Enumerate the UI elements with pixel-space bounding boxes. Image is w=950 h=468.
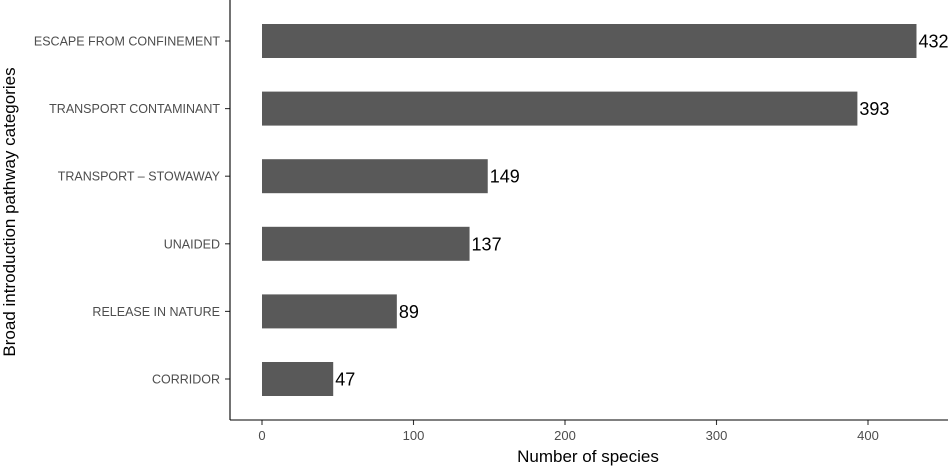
- x-tick-label-300: 300: [706, 428, 728, 443]
- data-label-corridor: 47: [335, 370, 355, 390]
- category-label-corridor: CORRIDOR: [152, 373, 220, 387]
- x-axis-title: Number of species: [517, 447, 659, 466]
- data-label-escape-from-confinement: 432: [918, 32, 948, 52]
- x-tick-label-100: 100: [403, 428, 425, 443]
- data-label-transport-contaminant: 393: [859, 99, 889, 119]
- data-label-transport-stowaway: 149: [490, 167, 520, 187]
- category-label-transport-stowaway: TRANSPORT – STOWAWAY: [58, 170, 221, 184]
- bar-corridor: [262, 362, 334, 396]
- category-label-unaided: UNAIDED: [164, 237, 220, 251]
- y-axis-title: Broad introduction pathway categories: [0, 67, 19, 356]
- category-label-release-in-nature: RELEASE IN NATURE: [92, 305, 220, 319]
- bar-release-in-nature: [262, 294, 397, 329]
- y-axis-ticks-group: [225, 40, 230, 380]
- x-tick-label-0: 0: [258, 428, 265, 443]
- bar-escape-from-confinement: [262, 24, 917, 58]
- x-tick-label-400: 400: [857, 428, 879, 443]
- category-label-transport-contaminant: TRANSPORT CONTAMINANT: [49, 102, 220, 116]
- bars-group: [262, 24, 917, 396]
- x-axis-tick-labels-group: 0 100 200 300 400: [258, 428, 878, 443]
- category-label-escape-from-confinement: ESCAPE FROM CONFINEMENT: [34, 35, 220, 49]
- bar-transport-contaminant: [262, 91, 858, 126]
- data-label-unaided: 137: [472, 234, 502, 254]
- bar-unaided: [262, 226, 470, 261]
- bar-transport-stowaway: [262, 159, 488, 194]
- x-tick-label-200: 200: [554, 428, 576, 443]
- data-label-release-in-nature: 89: [399, 302, 419, 322]
- category-labels-group: ESCAPE FROM CONFINEMENT TRANSPORT CONTAMI…: [34, 35, 221, 387]
- x-axis-ticks-group: [261, 420, 869, 425]
- data-labels-group: 432 393 149 137 89 47: [335, 32, 948, 390]
